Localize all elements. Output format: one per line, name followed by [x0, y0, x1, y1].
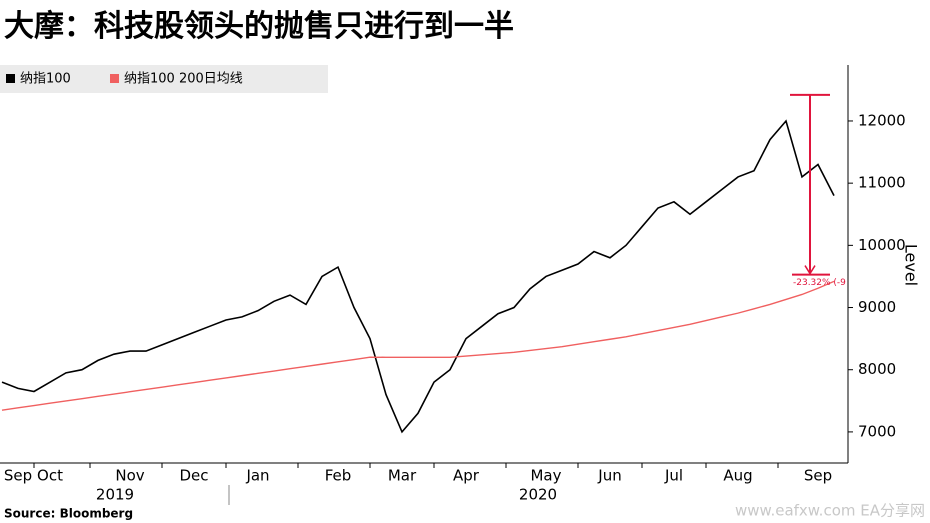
y-tick-label: 9000 [858, 298, 896, 316]
x-tick-label: Mar [388, 467, 417, 485]
y-tick-label: 7000 [858, 422, 896, 440]
y-axis-label: Level [902, 244, 921, 286]
legend-box [0, 65, 328, 93]
watermark: www.eafxw.com EA分享网 [735, 502, 925, 520]
y-tick-label: 12000 [858, 111, 906, 129]
legend-swatch [110, 74, 119, 83]
legend-label: 纳指100 200日均线 [124, 72, 243, 87]
legend-swatch [6, 74, 15, 83]
x-tick-label: Jan [245, 467, 269, 485]
y-tick-label: 8000 [858, 360, 896, 378]
annotation-arrowhead [804, 265, 816, 275]
y-tick-label: 11000 [858, 174, 906, 192]
x-tick-label: Dec [179, 467, 208, 485]
x-tick-label: Jun [597, 467, 621, 485]
year-label: 2020 [519, 486, 557, 504]
chart-title: 大摩：科技股领头的抛售只进行到一半 [4, 9, 514, 44]
year-label: 2019 [96, 486, 134, 504]
source: Source: Bloomberg [4, 507, 133, 521]
series-line [1, 280, 835, 411]
x-tick-label: Sep [804, 467, 832, 485]
x-tick-label: Jul [664, 467, 683, 485]
x-tick-label: Feb [325, 467, 352, 485]
x-tick-label: May [530, 467, 561, 485]
x-tick-label: Nov [115, 467, 144, 485]
annotation-text: -23.32% (-9 [793, 278, 846, 288]
x-tick-label: Apr [453, 467, 480, 485]
legend-label: 纳指100 [20, 72, 71, 87]
x-tick-label: Aug [723, 467, 752, 485]
x-tick-label: Oct [37, 467, 63, 485]
y-tick-label: 10000 [858, 236, 906, 254]
series-line [1, 119, 835, 434]
x-tick-label: Sep [4, 467, 32, 485]
